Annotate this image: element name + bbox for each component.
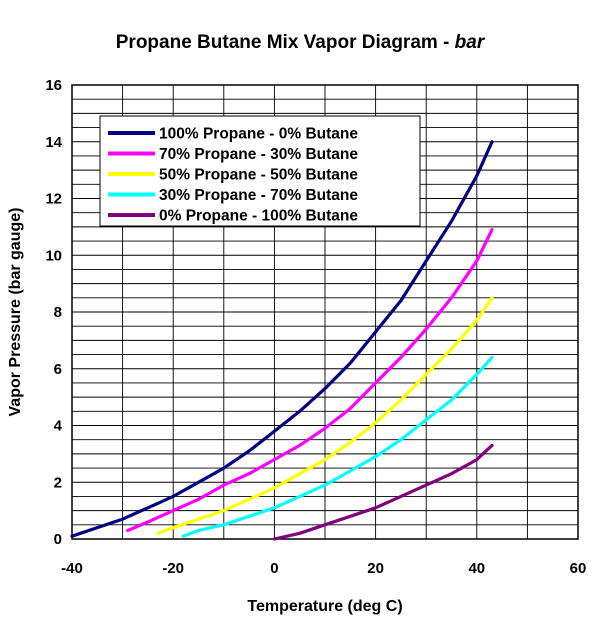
series-line xyxy=(272,443,494,541)
y-tick-label: 6 xyxy=(54,361,62,378)
x-tick-label: 40 xyxy=(468,560,485,577)
x-tick-label: 60 xyxy=(570,560,587,577)
series-line xyxy=(181,355,494,538)
x-tick-label: 0 xyxy=(270,560,278,577)
y-tick-label: 10 xyxy=(45,247,62,264)
x-tick-label: -20 xyxy=(162,560,184,577)
x-axis-ticks: -40 -20 0 20 40 60 xyxy=(61,560,586,577)
y-tick-label: 16 xyxy=(45,77,62,94)
legend-label: 100% Propane - 0% Butane xyxy=(159,126,358,143)
y-axis-label: Vapor Pressure (bar gauge) xyxy=(7,208,24,417)
legend: 100% Propane - 0% Butane 70% Propane - 30… xyxy=(99,115,421,227)
y-tick-label: 12 xyxy=(45,191,62,208)
plot-area xyxy=(71,84,579,540)
series-lines xyxy=(70,140,494,541)
legend-label: 70% Propane - 30% Butane xyxy=(159,146,358,163)
legend-label: 50% Propane - 50% Butane xyxy=(159,167,358,184)
x-tick-label: 20 xyxy=(367,560,384,577)
y-tick-label: 0 xyxy=(54,531,62,548)
x-tick-label: -40 xyxy=(61,560,83,577)
legend-label: 30% Propane - 70% Butane xyxy=(159,187,358,204)
x-axis-label: Temperature (deg C) xyxy=(247,598,402,615)
y-tick-label: 14 xyxy=(45,134,62,151)
chart-title: Propane Butane Mix Vapor Diagram - bar xyxy=(116,32,486,53)
y-axis-ticks: 0 2 4 6 8 10 12 14 16 xyxy=(45,77,62,548)
y-tick-label: 4 xyxy=(54,418,63,435)
series-line xyxy=(70,140,494,538)
y-tick-label: 8 xyxy=(54,304,62,321)
series-line xyxy=(126,228,494,533)
series-line xyxy=(156,296,494,535)
y-tick-label: 2 xyxy=(54,474,62,491)
legend-label: 0% Propane - 100% Butane xyxy=(159,208,358,225)
